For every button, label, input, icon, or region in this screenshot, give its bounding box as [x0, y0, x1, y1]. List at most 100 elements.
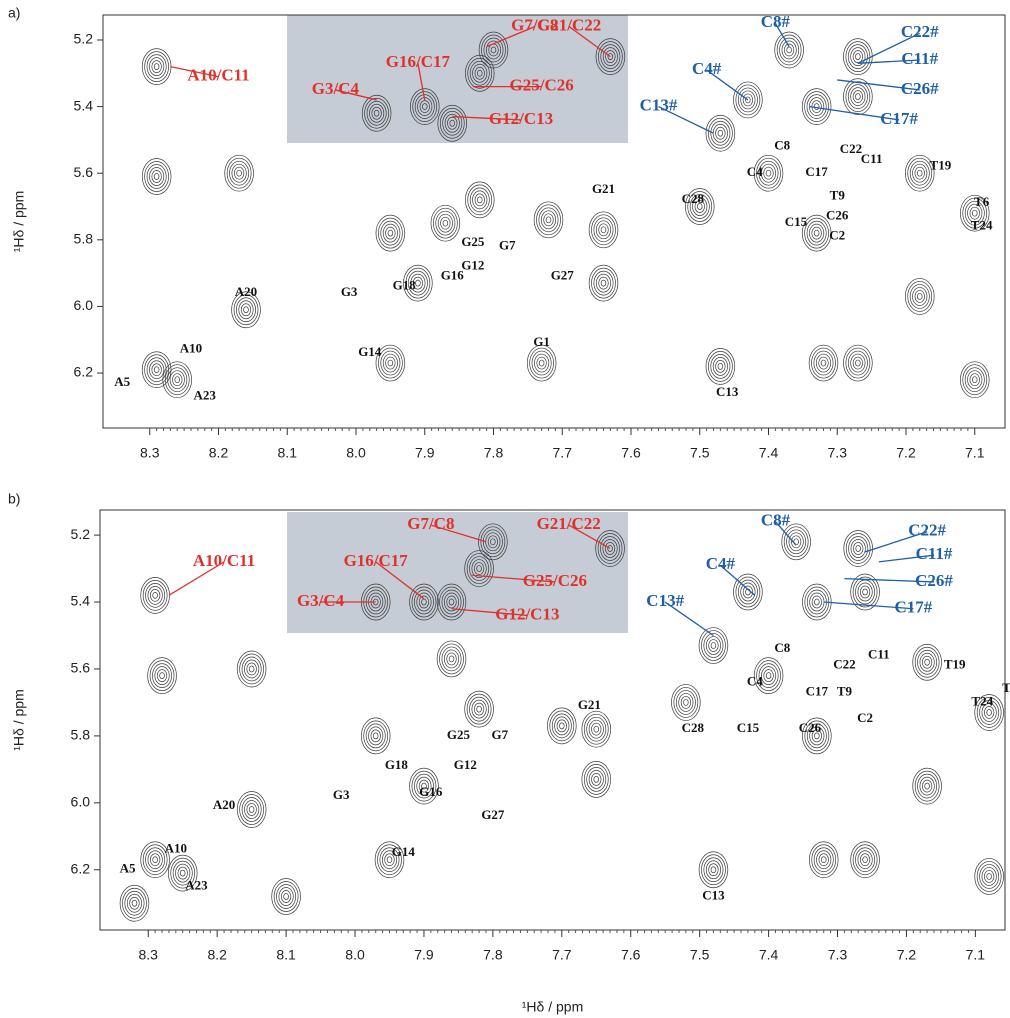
x-tick-label: 7.2 — [896, 445, 916, 461]
contour-ring — [421, 598, 427, 606]
contour-ring — [710, 642, 717, 649]
x-tick-label: 8.0 — [345, 947, 365, 963]
contour-ring — [710, 120, 731, 146]
contour-ring — [384, 853, 395, 867]
contour-ring — [845, 347, 871, 379]
contour-ring — [850, 841, 880, 879]
contour-ring — [481, 34, 506, 66]
x-tick-label: 8.1 — [278, 445, 298, 461]
peak — [974, 858, 1004, 895]
contour-ring — [678, 693, 694, 712]
contour-ring — [855, 579, 876, 605]
contour-ring — [597, 533, 623, 564]
contour-ring — [466, 693, 492, 725]
contour-ring — [236, 169, 242, 177]
contour-ring — [859, 853, 871, 867]
contour-ring — [600, 536, 621, 561]
contour-ring — [850, 353, 866, 373]
contour-ring — [595, 220, 612, 240]
contour-ring — [904, 154, 935, 192]
peak — [464, 690, 494, 728]
peak — [912, 767, 942, 805]
contour-ring — [526, 344, 557, 382]
contour-ring — [141, 158, 172, 195]
contour-ring — [753, 154, 784, 192]
contour-ring — [538, 359, 545, 367]
contour-ring — [845, 41, 871, 72]
x-tick-label: 7.5 — [690, 947, 710, 963]
contour-ring — [149, 360, 165, 380]
contour-ring — [465, 181, 495, 219]
contour-ring — [231, 291, 261, 329]
peak — [781, 523, 811, 561]
contour-ring — [705, 636, 721, 655]
contour-ring — [378, 217, 403, 249]
contour-ring — [710, 866, 717, 874]
contour-ring — [418, 595, 430, 609]
contour-ring — [443, 649, 460, 669]
x-tick-label: 7.9 — [414, 947, 434, 963]
annotation-arrow — [774, 521, 797, 546]
contour-ring — [600, 226, 607, 234]
contour-ring — [809, 97, 825, 116]
x-tick-label: 7.6 — [621, 445, 641, 461]
contour-ring — [381, 850, 398, 870]
peak — [526, 344, 557, 382]
contour-ring — [124, 890, 145, 916]
annotation-arrow — [837, 79, 920, 91]
contour-ring — [236, 650, 267, 688]
annotation: G21/C22 — [537, 514, 601, 533]
contour-ring — [469, 696, 490, 722]
annotation: C22# — [908, 521, 946, 540]
contour-ring — [859, 585, 871, 599]
contour-ring — [763, 166, 774, 180]
contour-ring — [385, 226, 396, 240]
contour-ring — [967, 203, 983, 223]
peak-label: A5 — [114, 374, 130, 389]
contour-ring — [737, 87, 758, 113]
contour-ring — [170, 857, 196, 889]
contour-ring — [813, 350, 834, 376]
contour-ring — [283, 893, 289, 900]
contour-ring — [763, 669, 774, 683]
contour-ring — [239, 794, 264, 825]
contour-ring — [147, 657, 177, 695]
contour-ring — [129, 896, 140, 910]
y-tick-label: 6.2 — [74, 364, 94, 380]
contour-ring — [240, 303, 252, 317]
contour-ring — [862, 856, 868, 864]
peak-label: G16 — [419, 784, 443, 799]
contour-ring — [813, 103, 820, 110]
peak-label: G16 — [441, 267, 465, 282]
contour-ring — [602, 539, 618, 558]
contour-ring — [815, 353, 832, 373]
contour-ring — [368, 726, 384, 746]
contour-ring — [703, 857, 724, 883]
contour-ring — [912, 643, 942, 681]
peak-label: C8 — [774, 640, 790, 655]
x-axis-label: ¹Hδ / ppm — [522, 999, 583, 1015]
contour-ring — [361, 94, 392, 132]
contour-ring — [449, 119, 456, 127]
peak — [231, 291, 261, 329]
contour-ring — [811, 595, 822, 609]
contour-ring — [487, 535, 499, 549]
contour-ring — [147, 585, 163, 605]
contour-ring — [471, 699, 487, 719]
contour-ring — [907, 157, 933, 189]
contour-ring — [167, 367, 188, 393]
contour-ring — [153, 63, 160, 70]
contour-ring — [140, 841, 170, 879]
peak — [430, 204, 461, 242]
contour-ring — [588, 211, 619, 249]
contour-ring — [439, 107, 465, 139]
contour-ring — [981, 867, 997, 886]
contour-ring — [533, 201, 564, 239]
annotation: C26# — [915, 571, 953, 590]
annotation-arrow — [486, 26, 535, 48]
annotation-arrow — [170, 65, 219, 78]
contour-ring — [167, 854, 198, 892]
contour-ring — [177, 866, 188, 880]
y-tick-label: 5.4 — [74, 97, 94, 113]
contour-ring — [959, 361, 990, 399]
